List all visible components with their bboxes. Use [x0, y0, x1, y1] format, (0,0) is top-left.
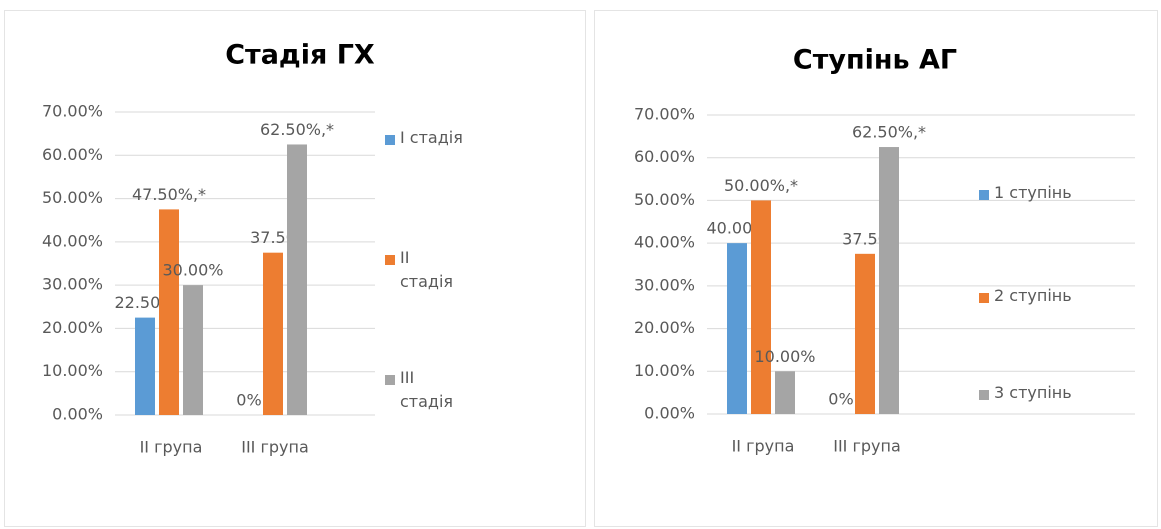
chart-panel: Стадія ГХ 0.00% 10.00% 20.00% 30.00% 40.00% 50… [4, 10, 586, 527]
y-tick-label: 60.00% [634, 147, 695, 166]
y-tick-label: 40.00% [634, 233, 695, 252]
bar [183, 285, 203, 415]
x-tick-label: ІІІ група [833, 437, 901, 456]
chart-title: Стадія ГХ [225, 40, 375, 71]
bar [727, 243, 747, 414]
legend-label: ІІІ стадія [400, 368, 454, 411]
legend-swatch [979, 293, 989, 303]
bar [263, 252, 283, 415]
y-tick-label: 20.00% [42, 318, 103, 337]
data-label: 47.50%,* [132, 185, 206, 204]
y-tick-label: 40.00% [42, 231, 103, 250]
y-tick-label: 30.00% [42, 275, 103, 294]
legend-label: ІІ стадія [400, 248, 454, 291]
bar [287, 144, 307, 415]
legend-item: І стадія [385, 128, 464, 150]
data-label: 62.50%,* [260, 120, 334, 139]
legend-label: 2 ступінь [994, 286, 1072, 305]
data-label: 50.00%,* [724, 176, 798, 195]
bar [855, 253, 875, 414]
legend-label: І стадія [400, 128, 463, 147]
legend-item: 3 ступінь [979, 383, 1072, 405]
legend-item: 2 ступінь [979, 286, 1072, 308]
bar [879, 147, 899, 415]
chart-panel: Ступінь АГ 0.00% 10.00% 20.00% 30.00% 40.00% 5… [594, 10, 1158, 527]
legend-swatch [979, 190, 989, 200]
chart: Стадія ГХ 0.00% 10.00% 20.00% 30.00% 40.00% 50… [42, 40, 375, 457]
data-label: 30.00% [162, 261, 223, 280]
bar [159, 209, 179, 415]
data-label: 0% [236, 391, 261, 410]
data-label: 37.50 [842, 229, 888, 248]
y-tick-label: 50.00% [42, 188, 103, 207]
legend-swatch [385, 135, 395, 145]
bar [751, 200, 771, 414]
y-tick-label: 70.00% [634, 105, 695, 124]
legend-item: ІІІ стадія [385, 368, 464, 414]
bar [135, 317, 155, 415]
y-tick-label: 60.00% [42, 145, 103, 164]
legend-label: 3 ступінь [994, 383, 1072, 402]
legend-item: 1 ступінь [979, 183, 1072, 205]
data-label: 37.50 [250, 228, 296, 247]
y-tick-label: 10.00% [634, 361, 695, 380]
y-tick-label: 70.00% [42, 102, 103, 121]
y-tick-label: 30.00% [634, 275, 695, 294]
legend-swatch [979, 390, 989, 400]
data-label: 0% [828, 390, 853, 409]
y-tick-label: 10.00% [42, 361, 103, 380]
x-tick-label: ІІІ група [241, 438, 309, 457]
y-tick-label: 0.00% [644, 404, 695, 423]
x-tick-label: ІІ група [140, 438, 203, 457]
legend-label: 1 ступінь [994, 183, 1072, 202]
y-tick-label: 20.00% [634, 318, 695, 337]
y-tick-label: 0.00% [52, 405, 103, 424]
data-label: 62.50%,* [852, 123, 926, 142]
legend-swatch [385, 375, 395, 385]
y-tick-label: 50.00% [634, 190, 695, 209]
chart: Ступінь АГ 0.00% 10.00% 20.00% 30.00% 40.00% 5… [634, 45, 1135, 456]
bar [775, 371, 795, 414]
x-tick-label: ІІ група [732, 437, 795, 456]
chart-title: Ступінь АГ [793, 45, 957, 76]
legend-swatch [385, 255, 395, 265]
legend-item: ІІ стадія [385, 248, 464, 294]
data-label: 10.00% [754, 347, 815, 366]
